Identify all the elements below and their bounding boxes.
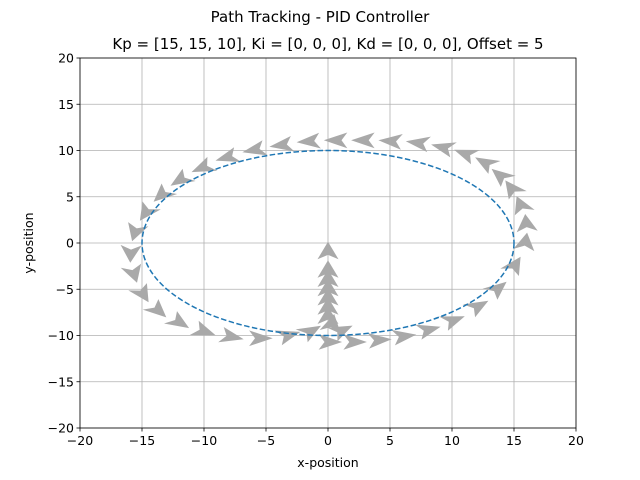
robot-arrow — [378, 134, 403, 150]
x-tick-label: −20 — [67, 433, 93, 448]
robot-arrow — [295, 325, 321, 343]
robot-arrow — [317, 288, 339, 306]
robot-arrow — [405, 136, 431, 153]
robot-arrow — [249, 330, 273, 347]
robot-arrow — [128, 222, 149, 242]
robot-arrow — [327, 325, 353, 342]
robot-arrow — [351, 132, 375, 149]
y-tick-label: 10 — [58, 143, 74, 158]
x-tick-label: −15 — [129, 433, 155, 448]
robot-arrow — [215, 147, 242, 162]
robot-arrow — [431, 142, 457, 158]
robot-arrow — [516, 214, 538, 233]
figure-suptitle: Path Tracking - PID Controller — [211, 8, 431, 26]
robot-arrow — [491, 168, 516, 187]
robot-arrow — [164, 311, 190, 329]
robot-arrow — [500, 256, 521, 276]
robot-arrow — [218, 327, 244, 343]
robot-arrow — [170, 168, 196, 186]
robot-arrow — [120, 263, 142, 283]
robot-arrow — [139, 201, 161, 221]
robot-arrow — [323, 132, 348, 149]
axis-ticks: −20 −15 −10 −5 0 5 10 15 20 −20 −15 −10 −5 0 5 10 15 20 — [48, 51, 584, 449]
robot-arrow — [513, 232, 535, 252]
y-tick-label: −5 — [56, 282, 74, 297]
robot-arrow — [317, 260, 339, 278]
x-tick-label: 15 — [506, 433, 522, 448]
robot-arrow — [153, 183, 178, 202]
robot-arrow — [189, 320, 216, 336]
x-tick-label: −10 — [191, 433, 217, 448]
axes-title: Kp = [15, 15, 10], Ki = [0, 0, 0], Kd = … — [112, 35, 543, 53]
y-tick-label: −15 — [48, 374, 74, 389]
robot-arrow — [142, 299, 167, 318]
x-axis-label: x-position — [297, 455, 358, 470]
y-tick-label: 20 — [58, 51, 74, 66]
robot-arrow — [318, 334, 343, 350]
y-axis-label: y-position — [21, 212, 36, 273]
robot-arrow — [317, 297, 339, 315]
robot-arrow — [128, 283, 149, 303]
x-tick-label: 5 — [386, 433, 394, 448]
robot-arrow — [367, 332, 392, 349]
robot-arrow — [191, 156, 218, 173]
robot-arrow — [296, 132, 321, 149]
robot-arrow — [343, 334, 367, 350]
robot-arrow — [475, 157, 501, 174]
robot-arrow — [454, 149, 480, 165]
robot-arrow — [415, 324, 441, 340]
robot-arrow-layer — [120, 132, 538, 350]
robot-arrow — [482, 281, 507, 300]
y-tick-label: −20 — [48, 421, 74, 436]
robot-arrow — [269, 136, 295, 152]
y-tick-label: 5 — [66, 189, 74, 204]
robot-arrow — [505, 180, 527, 200]
robot-arrow — [242, 140, 268, 156]
robot-arrow — [514, 196, 535, 216]
y-tick-label: 0 — [66, 236, 74, 251]
robot-arrow — [439, 316, 465, 331]
x-tick-label: 0 — [324, 433, 332, 448]
reference-path-layer — [141, 149, 515, 337]
y-tick-label: 15 — [58, 97, 74, 112]
x-tick-label: 20 — [568, 433, 584, 448]
robot-arrow — [317, 241, 339, 260]
robot-arrow — [391, 329, 417, 346]
robot-arrow — [317, 278, 339, 297]
y-tick-label: −10 — [48, 328, 74, 343]
x-tick-label: 10 — [444, 433, 460, 448]
robot-arrow — [463, 300, 489, 318]
robot-arrow — [120, 244, 142, 263]
reference-path — [141, 149, 515, 337]
x-tick-label: −5 — [257, 433, 275, 448]
robot-arrow — [317, 269, 339, 287]
